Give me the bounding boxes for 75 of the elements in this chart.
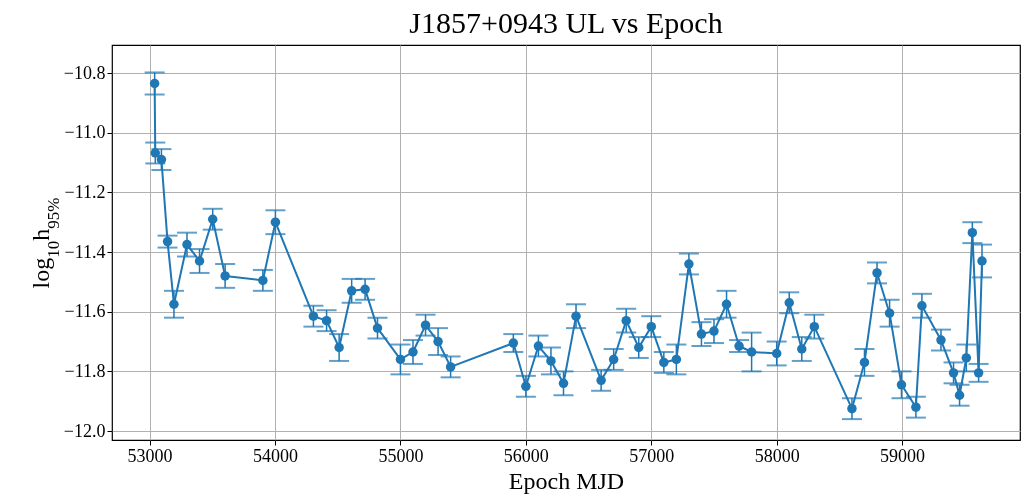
- point: [847, 403, 857, 414]
- point: [671, 354, 682, 365]
- x-tick-label: 53000: [127, 445, 173, 466]
- x-tick-label: 57000: [629, 445, 675, 466]
- x-tick-label: 58000: [754, 445, 800, 466]
- point: [646, 321, 657, 332]
- point: [709, 326, 719, 336]
- x-axis-title: Epoch MJD: [508, 467, 625, 494]
- x-tick-label: 56000: [503, 445, 549, 466]
- point: [150, 148, 161, 158]
- point: [621, 315, 631, 326]
- chart-title: J1857+0943 UL vs Epoch: [409, 6, 723, 39]
- point: [961, 353, 972, 363]
- point: [546, 356, 556, 366]
- point: [346, 286, 357, 296]
- point: [270, 217, 281, 227]
- point: [334, 342, 344, 353]
- point: [721, 299, 732, 309]
- point: [954, 390, 965, 400]
- point: [308, 311, 319, 321]
- point: [207, 214, 218, 224]
- point: [321, 315, 332, 326]
- y-tick-label: −10.8: [63, 62, 106, 83]
- y-tick-label: −12.0: [63, 420, 106, 441]
- point: [696, 329, 707, 339]
- point: [872, 268, 882, 278]
- point: [734, 341, 744, 351]
- point: [395, 354, 406, 365]
- point: [746, 347, 757, 357]
- point: [634, 342, 644, 353]
- point: [156, 154, 167, 165]
- y-tick-label: −11.2: [64, 181, 106, 202]
- point: [936, 335, 946, 345]
- point: [784, 298, 794, 308]
- point: [149, 78, 160, 89]
- point: [433, 336, 443, 347]
- point: [659, 357, 669, 368]
- point: [182, 239, 192, 250]
- point: [896, 380, 907, 390]
- point: [508, 338, 519, 348]
- point: [809, 321, 820, 332]
- x-tick-label: 55000: [378, 445, 424, 466]
- x-tick-label: 54000: [253, 445, 299, 466]
- point: [533, 341, 544, 351]
- y-tick-label: −11.6: [64, 301, 106, 322]
- point: [684, 259, 694, 269]
- point: [445, 362, 456, 372]
- point: [911, 402, 921, 412]
- point: [420, 320, 431, 330]
- point: [408, 347, 418, 357]
- y-tick-label: −11.8: [64, 360, 106, 381]
- point: [948, 368, 959, 378]
- point: [608, 354, 619, 365]
- point: [917, 301, 927, 311]
- point: [360, 284, 370, 295]
- point: [258, 275, 268, 286]
- point: [162, 236, 173, 247]
- point: [194, 256, 205, 266]
- point: [169, 299, 179, 309]
- point: [859, 357, 870, 368]
- point: [558, 378, 569, 389]
- y-tick-label: −11.4: [64, 241, 106, 262]
- point: [220, 271, 230, 281]
- point: [571, 311, 581, 321]
- point: [967, 227, 978, 238]
- point: [973, 368, 984, 378]
- x-tick-label: 59000: [880, 445, 926, 466]
- point: [372, 323, 383, 333]
- point: [771, 348, 782, 359]
- point: [884, 308, 895, 318]
- point: [596, 375, 606, 386]
- y-tick-label: −11.0: [64, 122, 106, 143]
- point: [521, 381, 531, 392]
- point: [797, 344, 807, 354]
- point: [977, 256, 987, 266]
